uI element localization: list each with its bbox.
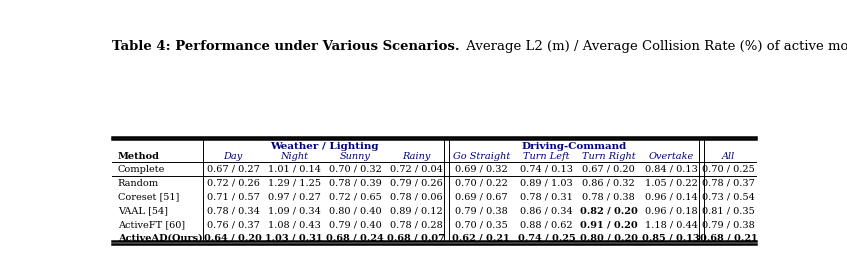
Text: 0.88 / 0.62: 0.88 / 0.62 [520,220,573,229]
Text: Coreset [51]: Coreset [51] [118,192,179,202]
Text: 0.72 / 0.65: 0.72 / 0.65 [329,192,381,202]
Text: 1.18 / 0.44: 1.18 / 0.44 [645,220,698,229]
Text: 1.05 / 0.22: 1.05 / 0.22 [645,179,698,188]
Text: Weather / Lighting: Weather / Lighting [270,142,379,151]
Text: 0.89 / 1.03: 0.89 / 1.03 [520,179,573,188]
Text: 0.79 / 0.38: 0.79 / 0.38 [455,206,507,215]
Text: Day: Day [224,152,243,162]
Text: 0.96 / 0.14: 0.96 / 0.14 [645,192,698,202]
Text: 0.74 / 0.25: 0.74 / 0.25 [518,234,575,243]
Text: Overtake: Overtake [649,152,694,162]
Text: Rainy: Rainy [401,152,430,162]
Text: 0.78 / 0.28: 0.78 / 0.28 [390,220,442,229]
Text: 0.81 / 0.35: 0.81 / 0.35 [702,206,755,215]
Text: All: All [722,152,735,162]
Text: 0.76 / 0.37: 0.76 / 0.37 [207,220,259,229]
Text: 0.79 / 0.26: 0.79 / 0.26 [390,179,442,188]
Text: Driving-Command: Driving-Command [522,142,627,151]
Text: 0.73 / 0.54: 0.73 / 0.54 [702,192,756,202]
Text: ActiveAD(Ours): ActiveAD(Ours) [118,234,202,243]
Text: 0.91 / 0.20: 0.91 / 0.20 [580,220,638,229]
Text: 0.80 / 0.40: 0.80 / 0.40 [329,206,381,215]
Text: 0.78 / 0.38: 0.78 / 0.38 [583,192,635,202]
Text: 0.78 / 0.37: 0.78 / 0.37 [702,179,756,188]
Text: 0.67 / 0.27: 0.67 / 0.27 [207,165,259,174]
Text: 0.86 / 0.32: 0.86 / 0.32 [583,179,635,188]
Text: Sunny: Sunny [340,152,370,162]
Text: 1.29 / 1.25: 1.29 / 1.25 [268,179,320,188]
Text: 0.78 / 0.34: 0.78 / 0.34 [207,206,259,215]
Text: Night: Night [280,152,308,162]
Text: 0.78 / 0.06: 0.78 / 0.06 [390,192,442,202]
Text: 0.96 / 0.18: 0.96 / 0.18 [645,206,697,215]
Text: 0.68 / 0.21: 0.68 / 0.21 [700,234,757,243]
Text: 0.72 / 0.04: 0.72 / 0.04 [390,165,442,174]
Text: 0.69 / 0.67: 0.69 / 0.67 [455,192,507,202]
Text: 0.89 / 0.12: 0.89 / 0.12 [390,206,442,215]
Text: 0.68 / 0.07: 0.68 / 0.07 [387,234,445,243]
Text: VAAL [54]: VAAL [54] [118,206,168,215]
Text: Turn Left: Turn Left [523,152,570,162]
Text: 0.70 / 0.32: 0.70 / 0.32 [329,165,381,174]
Text: 0.85 / 0.13: 0.85 / 0.13 [642,234,700,243]
Text: 0.86 / 0.34: 0.86 / 0.34 [520,206,573,215]
Text: 1.01 / 0.14: 1.01 / 0.14 [268,165,320,174]
Text: 0.69 / 0.32: 0.69 / 0.32 [455,165,507,174]
Text: Method: Method [118,152,160,162]
Text: Turn Right: Turn Right [582,152,635,162]
Text: 0.78 / 0.31: 0.78 / 0.31 [520,192,573,202]
Text: Average L2 (m) / Average Collision Rate (%) of active models using 30% data unde: Average L2 (m) / Average Collision Rate … [462,40,847,53]
Text: 0.64 / 0.20: 0.64 / 0.20 [204,234,262,243]
Text: 1.08 / 0.43: 1.08 / 0.43 [268,220,320,229]
Text: 0.72 / 0.26: 0.72 / 0.26 [207,179,259,188]
Text: Complete: Complete [118,165,165,174]
Text: 0.82 / 0.20: 0.82 / 0.20 [580,206,638,215]
Text: 0.68 / 0.24: 0.68 / 0.24 [326,234,384,243]
Text: 0.80 / 0.20: 0.80 / 0.20 [580,234,638,243]
Text: 0.70 / 0.22: 0.70 / 0.22 [455,179,507,188]
Text: 0.70 / 0.25: 0.70 / 0.25 [702,165,755,174]
Text: 0.79 / 0.38: 0.79 / 0.38 [702,220,755,229]
Text: 1.09 / 0.34: 1.09 / 0.34 [268,206,320,215]
Text: 0.97 / 0.27: 0.97 / 0.27 [268,192,320,202]
Text: 0.70 / 0.35: 0.70 / 0.35 [455,220,507,229]
Text: 0.62 / 0.21: 0.62 / 0.21 [452,234,510,243]
Text: 0.74 / 0.13: 0.74 / 0.13 [520,165,573,174]
Text: ActiveFT [60]: ActiveFT [60] [118,220,185,229]
Text: Random: Random [118,179,159,188]
Text: Table 4: Performance under Various Scenarios.: Table 4: Performance under Various Scena… [113,40,460,53]
Text: 0.71 / 0.57: 0.71 / 0.57 [207,192,259,202]
Text: 0.67 / 0.20: 0.67 / 0.20 [583,165,635,174]
Text: 0.84 / 0.13: 0.84 / 0.13 [645,165,698,174]
Text: 0.78 / 0.39: 0.78 / 0.39 [329,179,381,188]
Text: 0.79 / 0.40: 0.79 / 0.40 [329,220,381,229]
Text: 1.03 / 0.31: 1.03 / 0.31 [265,234,323,243]
Text: Go Straight: Go Straight [452,152,510,162]
